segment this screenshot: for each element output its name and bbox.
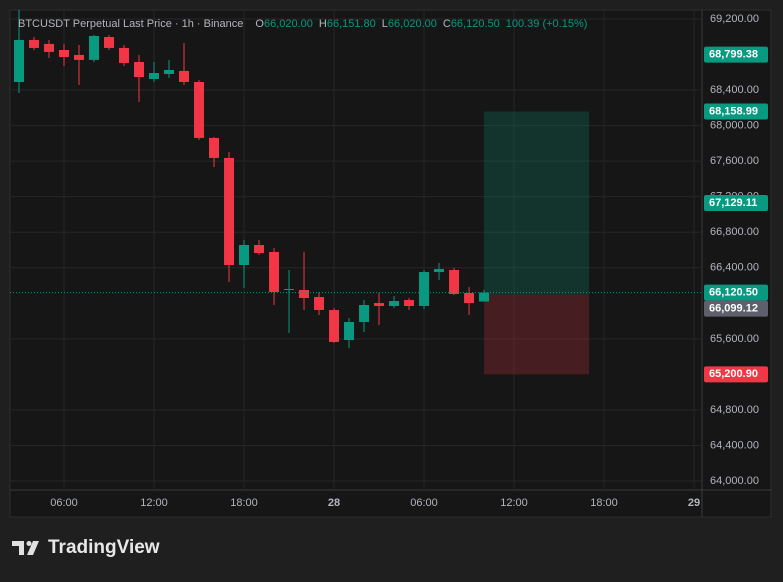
price-label: 68,799.38: [709, 48, 758, 60]
y-tick-label: 65,600.00: [710, 333, 759, 345]
legend-key: O: [255, 18, 264, 30]
candle-body: [254, 245, 265, 254]
candle-body: [434, 269, 445, 273]
candle-body: [59, 49, 70, 58]
legend-key: C: [443, 18, 451, 30]
candle-body: [404, 300, 415, 306]
logo-shape: [12, 541, 24, 555]
candle-body: [119, 47, 130, 63]
y-tick-label: 67,600.00: [710, 155, 759, 167]
candle-body: [209, 137, 220, 158]
candle-body: [74, 54, 85, 60]
candle-body: [179, 70, 190, 82]
candle-body: [44, 43, 55, 52]
price-label-bg: [704, 284, 768, 301]
legend-key: H: [319, 18, 327, 30]
y-tick-label: 68,000.00: [710, 120, 759, 132]
legend-key: L: [382, 18, 388, 30]
candle-body: [389, 301, 400, 306]
candle-body: [419, 272, 430, 306]
candle-body: [344, 321, 355, 341]
x-tick-label: 18:00: [590, 497, 618, 509]
candle-body: [149, 72, 160, 79]
brand-logo: [12, 541, 39, 555]
logo-dot: [26, 541, 32, 546]
candle-body: [194, 81, 205, 138]
x-tick-label: 12:00: [140, 497, 168, 509]
price-label: 66,099.12: [709, 303, 758, 315]
legend-value: 66,020.00: [264, 18, 313, 30]
profit-zone: [484, 111, 590, 295]
axes: 69,200.0068,400.0068,000.0067,600.0067,2…: [50, 13, 768, 509]
y-tick-label: 64,800.00: [710, 404, 759, 416]
candle-body: [299, 289, 310, 298]
candle-body: [284, 289, 295, 291]
legend-symbol: BTCUSDT Perpetual Last Price · 1h · Bina…: [18, 18, 243, 30]
candle-body: [464, 293, 475, 304]
candle-body: [29, 39, 40, 48]
candle-body: [479, 292, 490, 302]
legend-value: 66,120.50: [451, 18, 500, 30]
candle-body: [269, 251, 280, 293]
x-tick-label: 29: [688, 497, 700, 509]
price-label-bg: [704, 46, 768, 63]
candle-body: [374, 303, 385, 306]
candle-body: [134, 61, 145, 77]
y-tick-label: 68,400.00: [710, 84, 759, 96]
logo-shape: [27, 541, 39, 555]
plot: [10, 10, 702, 375]
price-label: 67,129.11: [709, 197, 757, 209]
legend-value: 66,020.00: [388, 18, 437, 30]
price-label-bg: [704, 194, 768, 211]
x-tick-label: 28: [328, 497, 340, 509]
price-label-bg: [704, 366, 768, 383]
price-label-bg: [704, 300, 768, 317]
chart-frame: [9, 9, 772, 518]
candle-body: [329, 309, 340, 342]
candle-body: [239, 245, 250, 266]
y-tick-label: 64,000.00: [710, 475, 759, 487]
legend-change: 100.39 (+0.15%): [506, 18, 588, 30]
x-tick-label: 06:00: [410, 497, 438, 509]
candle-body: [224, 157, 235, 266]
brand-name: TradingView: [48, 537, 160, 558]
y-tick-label: 66,400.00: [710, 262, 759, 274]
candle-body: [14, 39, 25, 82]
x-tick-label: 06:00: [50, 497, 78, 509]
loss-zone: [484, 294, 590, 375]
candle-body: [449, 269, 460, 294]
candle-body: [89, 35, 100, 60]
candle-body: [314, 297, 325, 310]
candle-body: [359, 305, 370, 322]
y-tick-label: 64,400.00: [710, 439, 759, 451]
x-tick-label: 18:00: [230, 497, 258, 509]
price-label-bg: [704, 103, 768, 120]
price-label: 68,158.99: [709, 105, 758, 117]
price-label: 66,120.50: [709, 287, 758, 299]
candle-body: [104, 37, 115, 48]
price-label: 65,200.90: [709, 368, 758, 380]
legend-value: 66,151.80: [327, 18, 376, 30]
candle-body: [164, 69, 175, 74]
grid: [10, 10, 702, 490]
y-tick-label: 69,200.00: [710, 13, 759, 25]
x-tick-label: 12:00: [500, 497, 528, 509]
y-tick-label: 66,800.00: [710, 226, 759, 238]
legend: BTCUSDT Perpetual Last Price · 1h · Bina…: [18, 18, 587, 30]
